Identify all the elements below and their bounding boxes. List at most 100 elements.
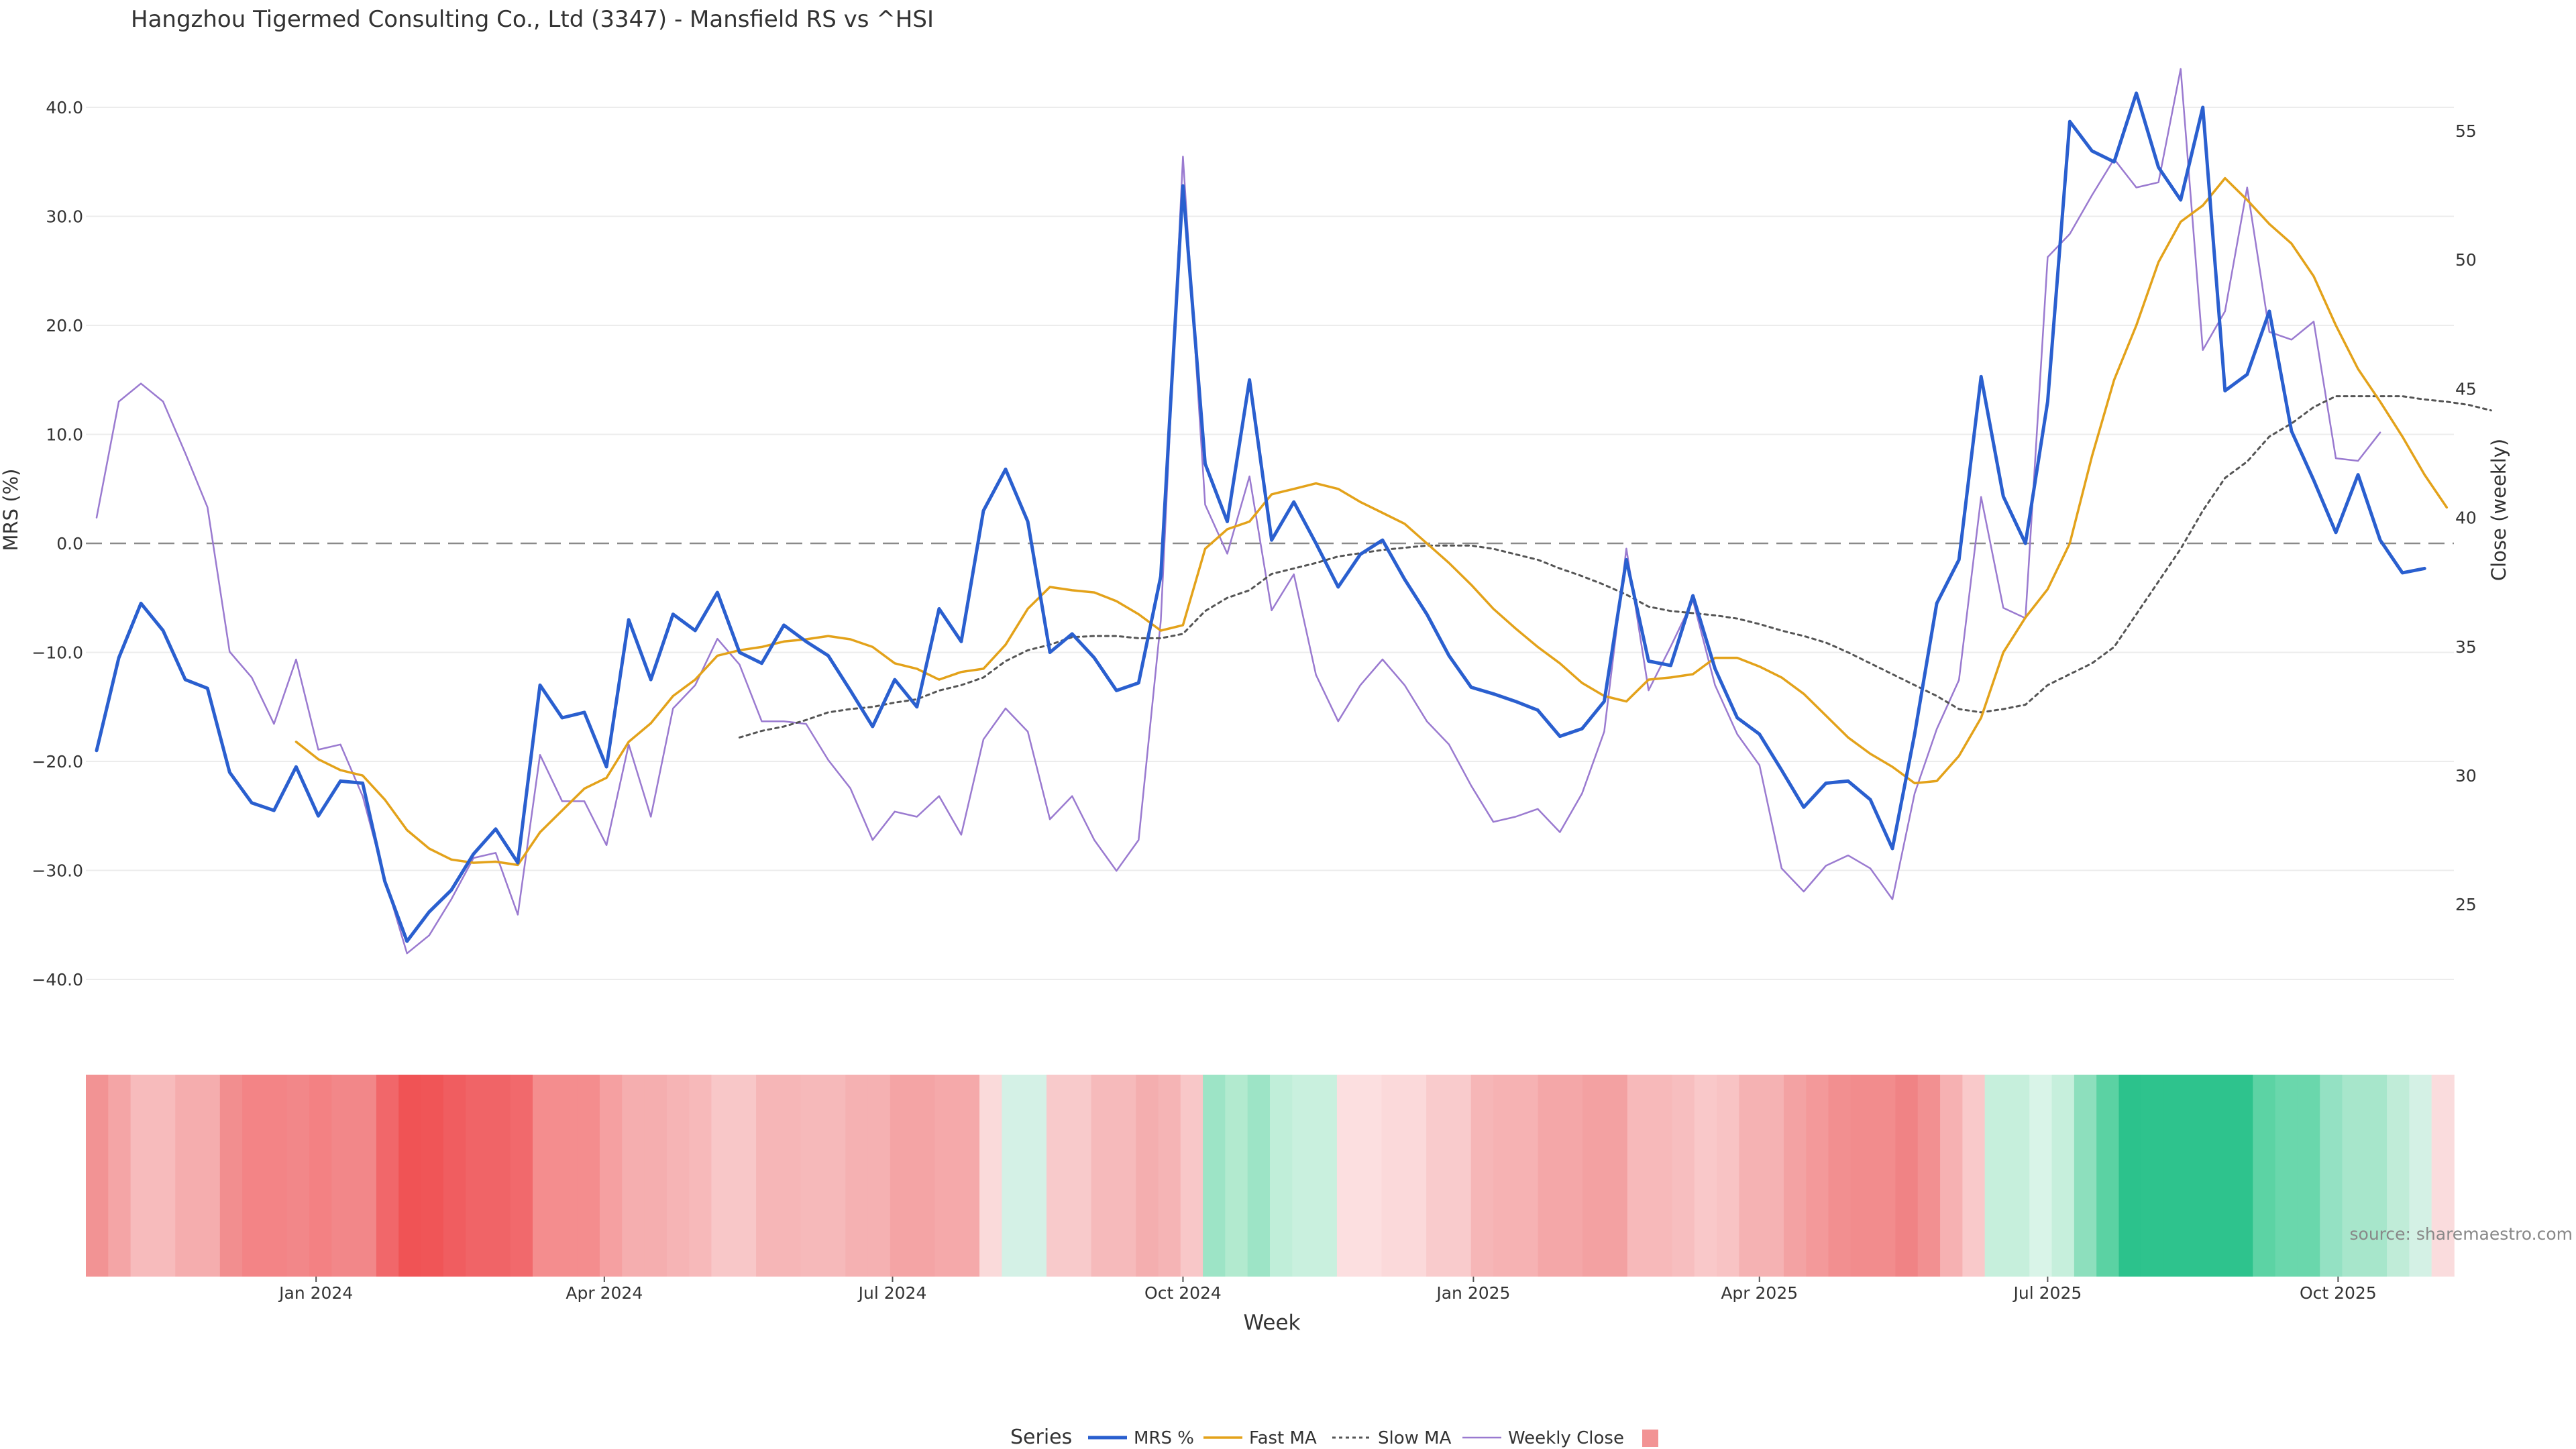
heatmap-cell xyxy=(1247,1075,1271,1277)
heatmap-cell xyxy=(1761,1075,1784,1277)
heatmap-cell xyxy=(1403,1075,1427,1277)
heatmap-cell xyxy=(2342,1075,2365,1277)
heatmap-cell xyxy=(867,1075,891,1277)
heatmap-cell xyxy=(666,1075,690,1277)
x-tick-label: Oct 2025 xyxy=(2300,1283,2377,1303)
x-tick-label: Jul 2025 xyxy=(2012,1283,2082,1303)
x-tick-label: Jan 2025 xyxy=(1435,1283,1510,1303)
x-tick-label: Jul 2024 xyxy=(857,1283,927,1303)
heatmap-cell xyxy=(2275,1075,2298,1277)
legend-label-weekly-close: Weekly Close xyxy=(1508,1428,1624,1448)
heatmap-cell xyxy=(1426,1075,1450,1277)
heatmap-cell xyxy=(2409,1075,2432,1277)
heatmap-cell xyxy=(331,1075,355,1277)
legend-label-fast-ma: Fast MA xyxy=(1249,1428,1317,1448)
heatmap-cell xyxy=(2096,1075,2120,1277)
heatmap-cell xyxy=(1515,1075,1539,1277)
heatmap-cell xyxy=(2297,1075,2320,1277)
heatmap-cell xyxy=(1493,1075,1517,1277)
heatmap-cell xyxy=(622,1075,645,1277)
heatmap-cell xyxy=(756,1075,780,1277)
heatmap-cell xyxy=(1672,1075,1695,1277)
heatmap-cell xyxy=(1694,1075,1717,1277)
y2-axis-ticks: 55 50 45 40 35 30 25 xyxy=(2455,121,2477,914)
heatmap-cell xyxy=(421,1075,444,1277)
y2-tick-label: 45 xyxy=(2455,379,2477,398)
heatmap-cell xyxy=(1180,1075,1203,1277)
heatmap-cell xyxy=(242,1075,266,1277)
heatmap-cell xyxy=(890,1075,913,1277)
y-tick-label: −30.0 xyxy=(32,861,83,881)
series-lines xyxy=(95,68,2492,955)
y-tick-label: 40.0 xyxy=(46,98,83,117)
heatmap-cell xyxy=(778,1075,802,1277)
heatmap-cell xyxy=(108,1075,131,1277)
heatmap-cell xyxy=(1113,1075,1136,1277)
heatmap-cell xyxy=(1292,1075,1316,1277)
heatmap-cell xyxy=(957,1075,980,1277)
y-tick-label: −20.0 xyxy=(32,752,83,771)
heatmap-cell xyxy=(1850,1075,1874,1277)
heatmap-cell xyxy=(466,1075,489,1277)
heatmap-cell xyxy=(800,1075,824,1277)
heatmap-cell xyxy=(1962,1075,1986,1277)
heatmap-cell xyxy=(175,1075,199,1277)
x-tick-label: Apr 2024 xyxy=(566,1283,643,1303)
heatmap-cell xyxy=(1470,1075,1494,1277)
y-tick-label: −10.0 xyxy=(32,643,83,663)
heatmap-cell xyxy=(1627,1075,1650,1277)
y2-tick-label: 55 xyxy=(2455,121,2477,141)
heatmap-cell xyxy=(1605,1075,1628,1277)
heatmap-cell xyxy=(219,1075,243,1277)
heatmap-cell xyxy=(1136,1075,1159,1277)
heatmap-cell xyxy=(1024,1075,1047,1277)
heatmap-cell xyxy=(398,1075,422,1277)
heatmap-cell xyxy=(1203,1075,1226,1277)
legend: Series MRS % Fast MA Slow MA Weekly Clos… xyxy=(1010,1426,1658,1449)
heatmap-cell xyxy=(1158,1075,1181,1277)
heatmap-strip xyxy=(86,1075,2455,1277)
x-tick-label: Oct 2024 xyxy=(1144,1283,1222,1303)
x-axis-label: Week xyxy=(1244,1311,1301,1335)
series-slow-ma-line xyxy=(738,395,2492,739)
y-tick-label: 20.0 xyxy=(46,316,83,335)
heatmap-cell xyxy=(2074,1075,2097,1277)
heatmap-cell xyxy=(689,1075,712,1277)
heatmap-cell xyxy=(845,1075,869,1277)
heatmap-cell xyxy=(2186,1075,2209,1277)
heatmap-cell xyxy=(443,1075,466,1277)
heatmap-cell xyxy=(822,1075,847,1277)
heatmap-cell xyxy=(1984,1075,2008,1277)
chart-title: Hangzhou Tigermed Consulting Co., Ltd (3… xyxy=(131,6,934,33)
heatmap-cell xyxy=(2387,1075,2410,1277)
heatmap-cell xyxy=(309,1075,333,1277)
heatmap-cell xyxy=(1650,1075,1673,1277)
y2-axis-label: Close (weekly) xyxy=(2487,439,2510,581)
heatmap-cell xyxy=(1582,1075,1606,1277)
y-tick-label: 30.0 xyxy=(46,207,83,227)
heatmap-cell xyxy=(1069,1075,1092,1277)
heatmap-cell xyxy=(1873,1075,1896,1277)
heatmap-cell xyxy=(577,1075,600,1277)
heatmap-cell xyxy=(1091,1075,1114,1277)
heatmap-cell xyxy=(152,1075,176,1277)
heatmap-cell xyxy=(2364,1075,2387,1277)
source-note: source: sharemaestro.com xyxy=(2350,1224,2573,1244)
heatmap-cell xyxy=(130,1075,154,1277)
heatmap-cell xyxy=(510,1075,533,1277)
heatmap-cell xyxy=(599,1075,623,1277)
y2-tick-label: 50 xyxy=(2455,250,2477,270)
heatmap-cell xyxy=(644,1075,667,1277)
heatmap-cell xyxy=(2163,1075,2187,1277)
heatmap-cell xyxy=(1225,1075,1248,1277)
heatmap-cell xyxy=(979,1075,1003,1277)
heatmap-cell xyxy=(1783,1075,1807,1277)
heatmap-cell xyxy=(286,1075,310,1277)
heatmap-cell xyxy=(1381,1075,1405,1277)
heatmap-cell xyxy=(197,1075,221,1277)
y-axis-label: MRS (%) xyxy=(0,469,22,551)
legend-title: Series xyxy=(1010,1426,1072,1449)
x-axis-ticks: Jan 2024 Apr 2024 Jul 2024 Oct 2024 Jan 2025… xyxy=(278,1277,2377,1303)
heatmap-cell xyxy=(2431,1075,2455,1277)
